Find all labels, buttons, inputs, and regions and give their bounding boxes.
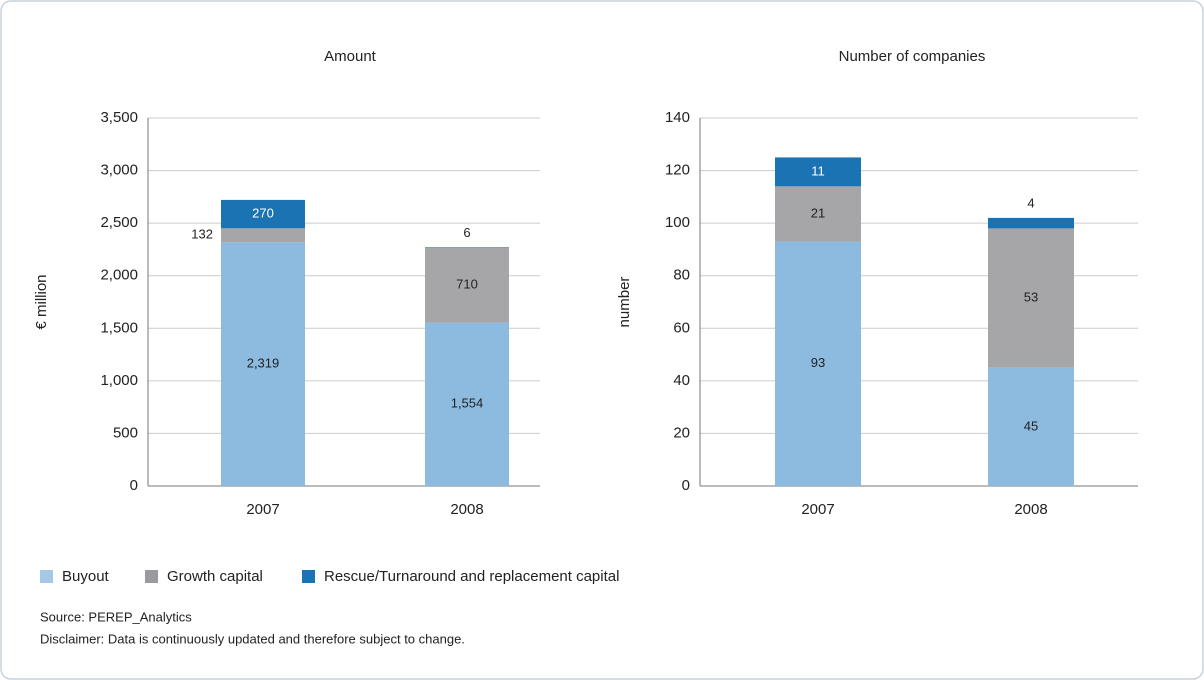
data-label: 132 xyxy=(191,227,213,242)
legend-label: Growth capital xyxy=(167,568,263,585)
legend-label: Rescue/Turnaround and replacement capita… xyxy=(324,568,619,585)
y-axis-label: number xyxy=(616,277,633,328)
y-tick-label: 20 xyxy=(673,424,690,441)
data-label: 6 xyxy=(463,225,470,240)
y-tick-label: 3,000 xyxy=(100,162,138,179)
bar-segment xyxy=(221,199,305,229)
y-tick-label: 120 xyxy=(665,162,690,179)
y-tick-label: 2,000 xyxy=(100,267,138,284)
x-tick-label: 2008 xyxy=(1014,501,1047,518)
y-tick-label: 1,000 xyxy=(100,372,138,389)
y-tick-label: 2,500 xyxy=(100,214,138,231)
y-axis-label: € million xyxy=(33,274,50,329)
y-tick-label: 0 xyxy=(130,477,138,494)
x-tick-label: 2008 xyxy=(450,501,483,518)
x-tick-label: 2007 xyxy=(246,501,279,518)
bar-segment xyxy=(775,241,861,486)
legend-swatch xyxy=(302,570,315,583)
legend-swatch xyxy=(40,570,53,583)
chart-title: Number of companies xyxy=(839,48,986,65)
y-tick-label: 500 xyxy=(113,424,138,441)
y-tick-label: 0 xyxy=(682,477,690,494)
disclaimer: Disclaimer: Data is continuously updated… xyxy=(40,631,465,646)
source: Source: PEREP_Analytics xyxy=(40,609,192,624)
bar-segment xyxy=(988,217,1074,229)
legend-label: Buyout xyxy=(62,568,110,585)
bar-segment xyxy=(221,228,305,243)
bar-segment xyxy=(775,157,861,187)
bar-segment xyxy=(988,228,1074,368)
data-label: 11 xyxy=(811,163,825,178)
bar-segment xyxy=(221,242,305,486)
x-tick-label: 2007 xyxy=(801,501,834,518)
bar-segment xyxy=(775,186,861,242)
data-label: 93 xyxy=(811,355,825,370)
chart-title: Amount xyxy=(324,48,377,65)
y-tick-label: 100 xyxy=(665,214,690,231)
data-label: 45 xyxy=(1024,418,1038,433)
bar-segment xyxy=(425,322,509,486)
y-tick-label: 3,500 xyxy=(100,109,138,126)
data-label: 53 xyxy=(1024,289,1038,304)
data-label: 710 xyxy=(456,277,478,292)
data-label: 4 xyxy=(1027,195,1034,210)
y-tick-label: 60 xyxy=(673,319,690,336)
data-label: 21 xyxy=(811,205,825,220)
bar-segment xyxy=(425,247,509,323)
y-tick-label: 80 xyxy=(673,267,690,284)
bar-segment xyxy=(425,247,509,248)
legend-swatch xyxy=(145,570,158,583)
y-tick-label: 1,500 xyxy=(100,319,138,336)
y-tick-label: 40 xyxy=(673,372,690,389)
bar-segment xyxy=(988,367,1074,486)
y-tick-label: 140 xyxy=(665,109,690,126)
data-label: 1,554 xyxy=(451,396,484,411)
data-label: 2,319 xyxy=(247,356,280,371)
data-label: 270 xyxy=(252,206,274,221)
